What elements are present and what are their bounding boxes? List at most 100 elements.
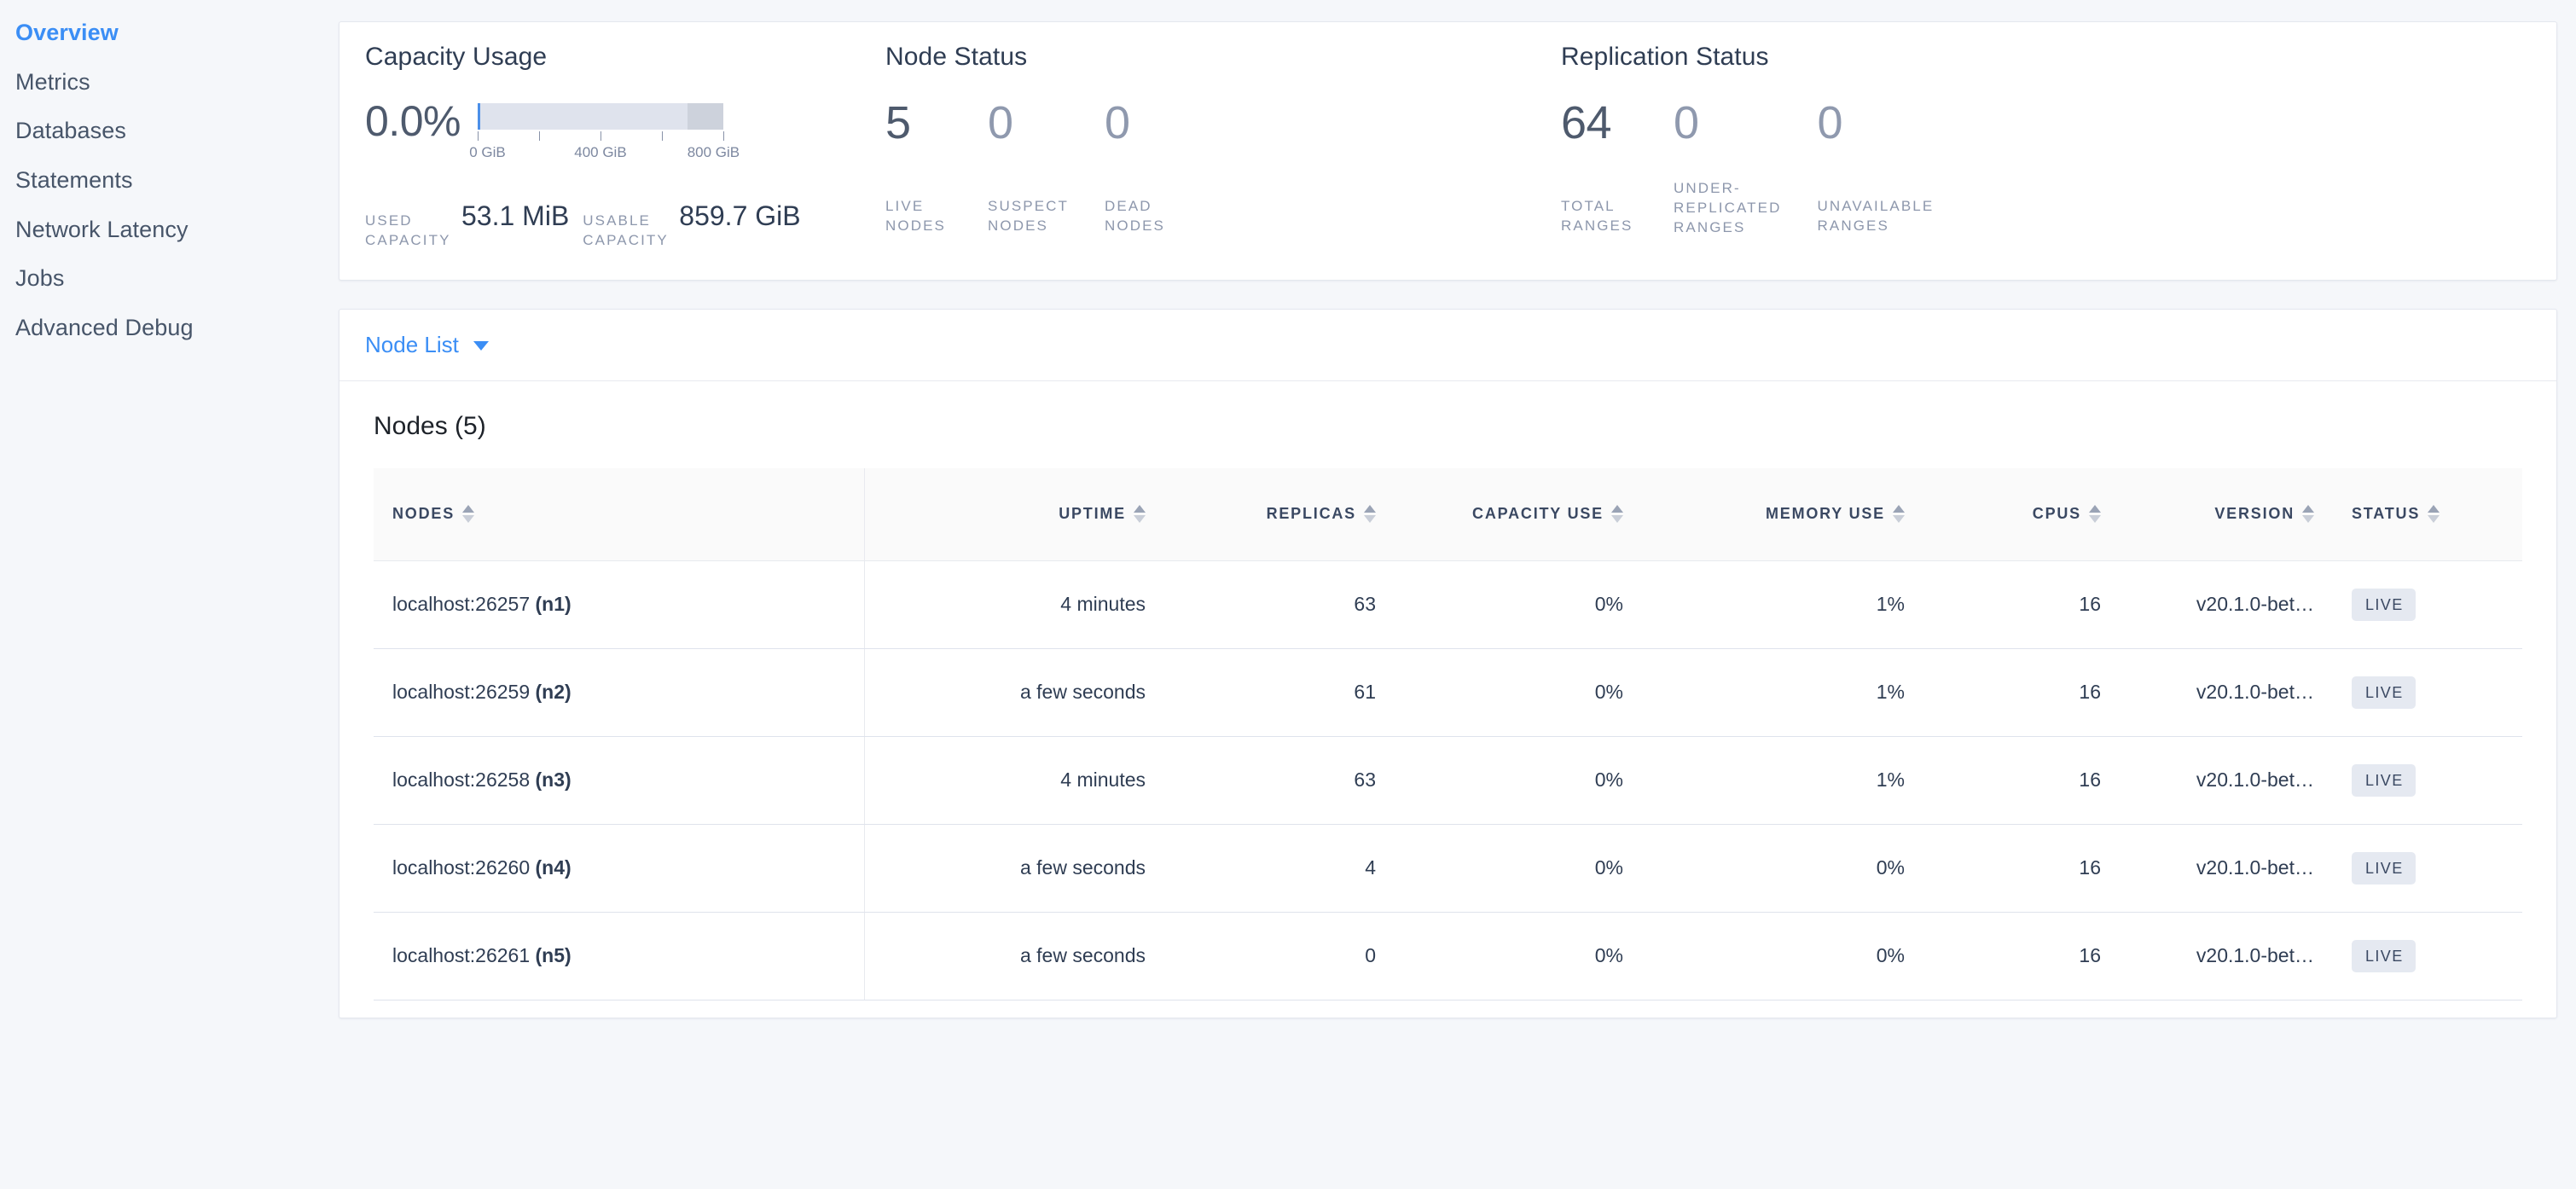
cell-version: v20.1.0-bet… [2101, 648, 2314, 737]
axis-label: 800 GiB [687, 144, 740, 160]
unavailable-ranges-value: 0 [1817, 97, 1843, 148]
sort-icon[interactable] [1364, 505, 1376, 524]
cell-status: LIVE [2314, 560, 2522, 649]
sidebar-item-label: Overview [15, 20, 119, 45]
sidebar-item-databases[interactable]: Databases [0, 107, 339, 156]
cell-version: v20.1.0-bet… [2101, 824, 2314, 913]
cell-uptime: 4 minutes [864, 560, 1146, 649]
axis-tick [477, 131, 479, 141]
cell-replicas: 4 [1146, 824, 1376, 913]
node-host: localhost:26259 [392, 681, 531, 704]
replication-status-metrics: 64 TOTAL RANGES 0 UNDER- REPLICATED RANG… [1561, 100, 2556, 238]
cell-status: LIVE [2314, 648, 2522, 737]
column-header-label: UPTIME [1059, 505, 1126, 523]
sort-icon[interactable] [1134, 505, 1146, 524]
unavailable-ranges-label: UNAVAILABLE RANGES [1817, 198, 1935, 234]
node-id: (n3) [535, 768, 571, 792]
cell-version: v20.1.0-bet… [2101, 736, 2314, 825]
cell-version: v20.1.0-bet… [2101, 912, 2314, 1000]
axis-tick [722, 131, 724, 141]
capacity-bar-used [477, 103, 480, 130]
sidebar: Overview Metrics Databases Statements Ne… [0, 0, 339, 353]
cell-node: localhost:26258 (n3) [374, 736, 865, 825]
column-header-capacity-use[interactable]: CAPACITY USE [1376, 467, 1623, 561]
capacity-stats: USED CAPACITY 53.1 MiB USABLE CAPACITY 8… [365, 200, 860, 251]
table-row[interactable]: localhost:26259 (n2) a few seconds 61 0%… [374, 648, 2522, 737]
sidebar-item-label: Statements [15, 167, 133, 194]
status-badge: LIVE [2352, 676, 2416, 709]
suspect-nodes-value: 0 [988, 97, 1013, 148]
live-nodes-metric: 5 LIVE NODES [885, 100, 952, 236]
cluster-summary-card: Capacity Usage 0.0% [339, 21, 2557, 281]
sort-icon[interactable] [2428, 505, 2440, 524]
node-list-toolbar: Node List [339, 310, 2556, 381]
capacity-gauge: 0.0% [365, 100, 860, 163]
capacity-percent-value: 0.0% [365, 97, 461, 145]
total-ranges-value: 64 [1561, 97, 1612, 148]
under-replicated-ranges-metric: 0 UNDER- REPLICATED RANGES [1674, 100, 1782, 238]
axis-tick [661, 131, 663, 141]
column-header-status[interactable]: STATUS [2314, 467, 2522, 561]
node-status-metrics: 5 LIVE NODES 0 SUSPECT NODES [885, 100, 1534, 236]
sidebar-item-overview[interactable]: Overview [0, 9, 339, 58]
capacity-bar-track [477, 103, 723, 130]
node-list-card: Node List Nodes (5) NODES [339, 308, 2557, 1018]
table-row[interactable]: localhost:26257 (n1) 4 minutes 63 0% 1% … [374, 560, 2522, 649]
table-row[interactable]: localhost:26260 (n4) a few seconds 4 0% … [374, 824, 2522, 913]
nodes-count-title: Nodes (5) [374, 411, 486, 440]
column-header-cpus[interactable]: CPUS [1905, 467, 2101, 561]
column-header-memory-use[interactable]: MEMORY USE [1623, 467, 1905, 561]
sort-icon[interactable] [1611, 505, 1623, 524]
capacity-bar-overflow [688, 103, 723, 130]
sidebar-item-label: Jobs [15, 265, 65, 292]
column-header-uptime[interactable]: UPTIME [864, 467, 1146, 561]
sidebar-item-advanced-debug[interactable]: Advanced Debug [0, 304, 339, 353]
sidebar-item-label: Metrics [15, 68, 90, 95]
node-id: (n5) [535, 944, 571, 967]
sidebar-item-label: Network Latency [15, 216, 189, 242]
cell-status: LIVE [2314, 912, 2522, 1000]
sidebar-item-jobs[interactable]: Jobs [0, 254, 339, 304]
cell-node: localhost:26260 (n4) [374, 824, 865, 913]
cell-replicas: 0 [1146, 912, 1376, 1000]
cell-node: localhost:26257 (n1) [374, 560, 865, 649]
column-header-nodes[interactable]: NODES [374, 467, 864, 561]
dead-nodes-label: DEAD NODES [1105, 198, 1165, 234]
cell-capacity-use: 0% [1376, 648, 1623, 737]
sort-icon[interactable] [2302, 505, 2314, 524]
sidebar-item-metrics[interactable]: Metrics [0, 58, 339, 107]
usable-capacity-value: 859.7 GiB [679, 200, 801, 231]
capacity-usage-section: Capacity Usage 0.0% [339, 43, 860, 251]
node-host: localhost:26260 [392, 856, 531, 879]
sidebar-item-statements[interactable]: Statements [0, 156, 339, 206]
cell-cpus: 16 [1905, 736, 2101, 825]
sort-icon[interactable] [462, 505, 475, 524]
column-header-version[interactable]: VERSION [2101, 467, 2314, 561]
table-row[interactable]: localhost:26261 (n5) a few seconds 0 0% … [374, 912, 2522, 1000]
node-list-dropdown[interactable]: Node List [365, 332, 489, 358]
cell-uptime: a few seconds [864, 648, 1146, 737]
used-capacity-label-line2: CAPACITY [365, 231, 451, 248]
cell-cpus: 16 [1905, 648, 2101, 737]
cell-cpus: 16 [1905, 912, 2101, 1000]
column-header-label: VERSION [2214, 505, 2295, 523]
chevron-down-icon [473, 341, 489, 351]
usable-capacity-label: USABLE CAPACITY [583, 212, 672, 251]
usable-capacity-label-line2: CAPACITY [583, 231, 669, 248]
node-status-title: Node Status [885, 43, 1028, 71]
node-host: localhost:26257 [392, 593, 531, 616]
sort-icon[interactable] [2089, 505, 2101, 524]
axis-label: 0 GiB [469, 144, 506, 160]
node-list-dropdown-label: Node List [365, 331, 459, 357]
replication-status-section: Replication Status 64 TOTAL RANGES 0 UND… [1534, 43, 2556, 251]
sort-icon[interactable] [1893, 505, 1905, 524]
node-list-body: Nodes (5) NODES [339, 381, 2556, 1018]
node-id: (n4) [535, 856, 571, 879]
column-header-replicas[interactable]: REPLICAS [1146, 467, 1376, 561]
sidebar-item-network-latency[interactable]: Network Latency [0, 206, 339, 255]
used-capacity-label-line1: USED [365, 212, 413, 229]
capacity-axis-labels: 0 GiB 400 GiB 800 GiB [469, 144, 740, 163]
status-badge: LIVE [2352, 939, 2416, 972]
nodes-table-header: NODES UPTIME [374, 467, 2522, 561]
table-row[interactable]: localhost:26258 (n3) 4 minutes 63 0% 1% … [374, 736, 2522, 825]
